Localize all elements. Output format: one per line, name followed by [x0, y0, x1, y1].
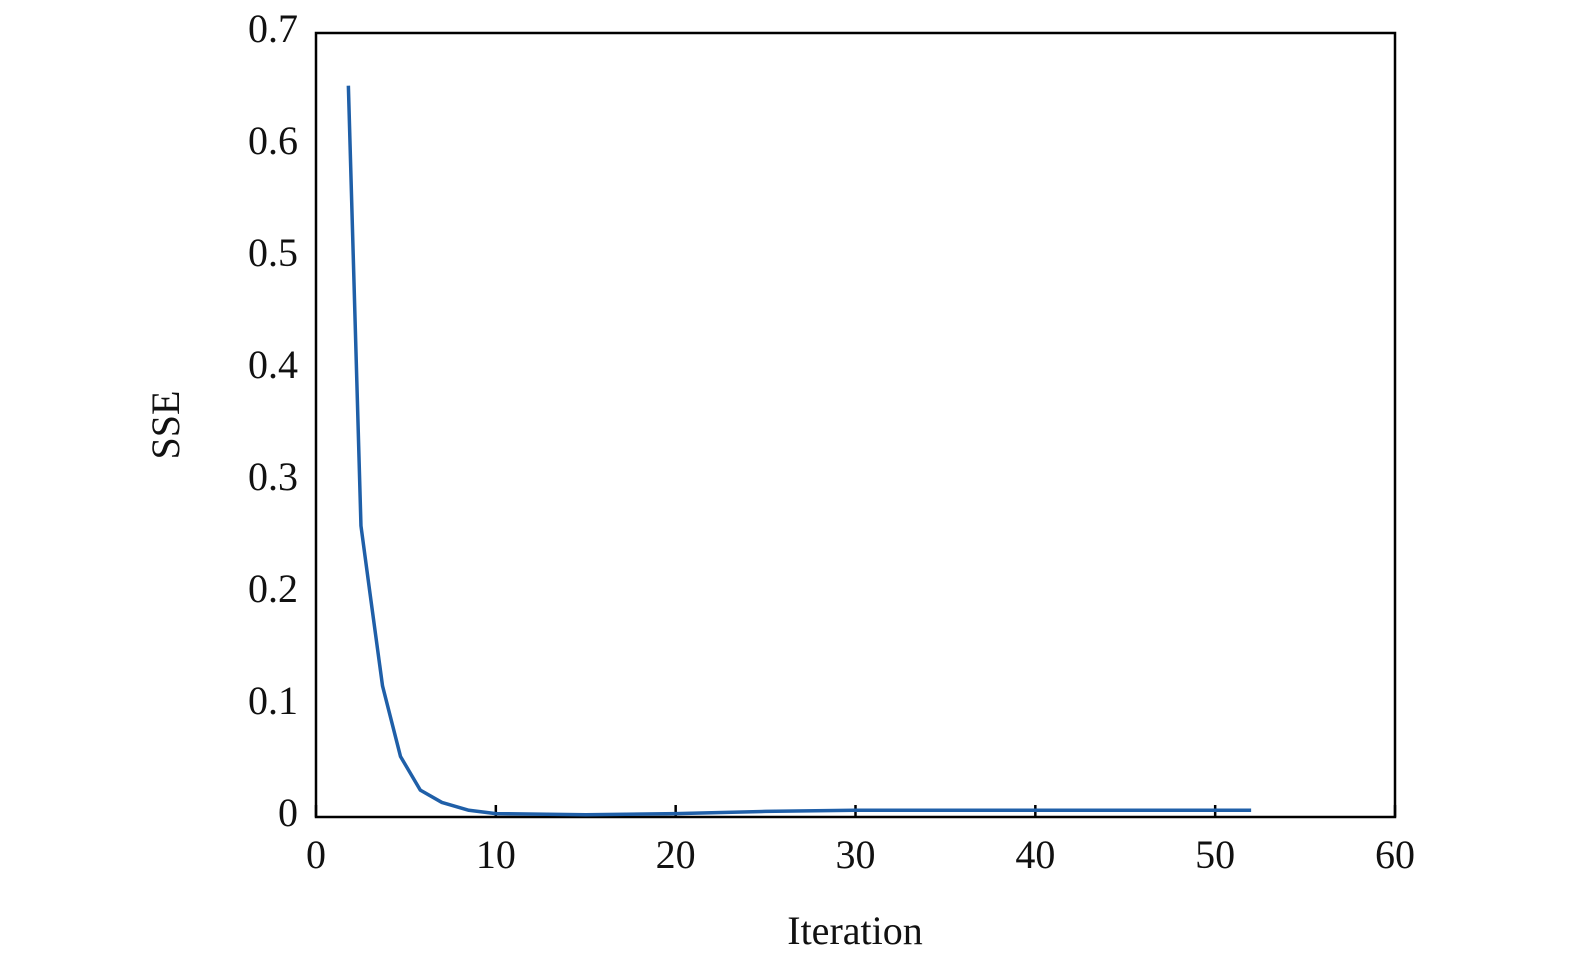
y-tick-label: 0.7 — [248, 6, 298, 51]
x-tick-label: 30 — [836, 832, 876, 877]
x-tick-label: 10 — [476, 832, 516, 877]
y-axis-label: SSE — [143, 391, 188, 460]
x-tick-label: 20 — [656, 832, 696, 877]
y-tick-label: 0.2 — [248, 566, 298, 611]
y-tick-label: 0.4 — [248, 342, 298, 387]
x-tick-label: 0 — [306, 832, 326, 877]
y-tick-label: 0.3 — [248, 454, 298, 499]
y-tick-label: 0.1 — [248, 678, 298, 723]
y-tick-label: 0.5 — [248, 230, 298, 275]
data-line — [346, 85, 1252, 817]
plot-frame — [314, 31, 1397, 819]
x-tick-label: 50 — [1195, 832, 1235, 877]
x-axis-label: Iteration — [787, 908, 923, 953]
x-tick-label: 40 — [1015, 832, 1055, 877]
y-tick-label: 0.6 — [248, 118, 298, 163]
y-tick-label: 0 — [278, 790, 298, 835]
x-tick-label: 60 — [1375, 832, 1415, 877]
